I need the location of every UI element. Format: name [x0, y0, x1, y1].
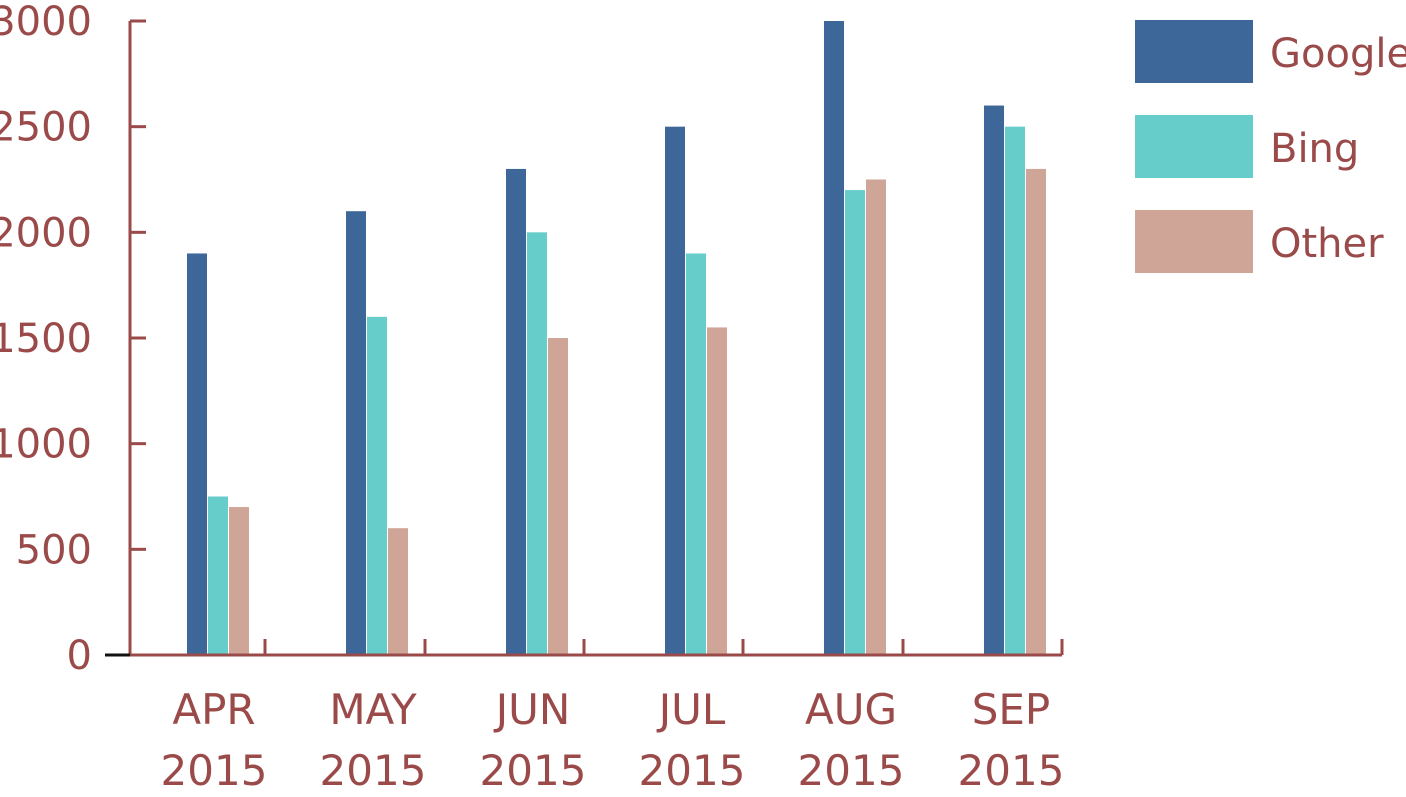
bar-google-aug	[824, 21, 844, 655]
bar-google-sep	[984, 105, 1004, 656]
legend-swatch-bing	[1135, 115, 1253, 178]
legend-swatch-other	[1135, 210, 1253, 273]
bars	[187, 21, 1046, 656]
y-axis-ticks: 0 500 1000 1500 2000 2500 3000	[0, 0, 146, 679]
x-label-jun-line1: 2015	[480, 746, 587, 795]
y-tick-label-1000: 1000	[0, 422, 92, 468]
x-label-jun-line0: JUN	[493, 685, 571, 734]
x-label-apr-line0: APR	[172, 685, 255, 734]
x-label-may-line1: 2015	[320, 746, 427, 795]
bar-bing-sep	[1005, 126, 1025, 655]
x-label-may-line0: MAY	[329, 685, 417, 734]
bar-bing-jun	[527, 232, 547, 656]
x-label-jul-line0: JUL	[656, 685, 726, 734]
bar-bing-may	[367, 316, 387, 655]
bar-google-apr	[187, 253, 207, 655]
axes	[105, 21, 1064, 657]
legend-label-google: Google	[1270, 31, 1406, 77]
bar-bing-apr	[208, 496, 228, 655]
x-label-sep-line0: SEP	[972, 685, 1051, 734]
bar-google-jul	[665, 126, 685, 655]
legend-swatch-google	[1135, 20, 1253, 83]
bar-bing-jul	[686, 253, 706, 655]
bar-other-may	[388, 528, 408, 655]
x-label-apr-line1: 2015	[161, 746, 268, 795]
x-axis-labels: APR 2015 MAY 2015 JUN 2015 JUL 2015 AUG 2015 SEP 20…	[161, 685, 1065, 795]
y-tick-label-0: 0	[67, 633, 92, 679]
x-label-aug-line0: AUG	[805, 685, 897, 734]
x-label-jul-line1: 2015	[639, 746, 746, 795]
y-tick-label-1500: 1500	[0, 316, 92, 362]
bar-google-jun	[506, 168, 526, 655]
x-label-sep-line1: 2015	[958, 746, 1065, 795]
y-tick-label-3000: 3000	[0, 0, 92, 45]
bar-google-may	[346, 211, 366, 655]
bar-other-apr	[229, 507, 249, 655]
x-label-aug-line1: 2015	[798, 746, 905, 795]
bar-other-jul	[707, 327, 727, 655]
bar-other-jun	[548, 338, 568, 655]
y-tick-label-2000: 2000	[0, 210, 92, 256]
y-tick-label-500: 500	[16, 527, 92, 573]
bar-other-sep	[1026, 168, 1046, 655]
bar-other-aug	[866, 179, 886, 655]
legend: Google Bing Other	[1135, 20, 1406, 273]
legend-label-bing: Bing	[1270, 126, 1359, 172]
legend-label-other: Other	[1270, 221, 1384, 267]
y-tick-label-2500: 2500	[0, 105, 92, 151]
bar-bing-aug	[845, 190, 865, 656]
